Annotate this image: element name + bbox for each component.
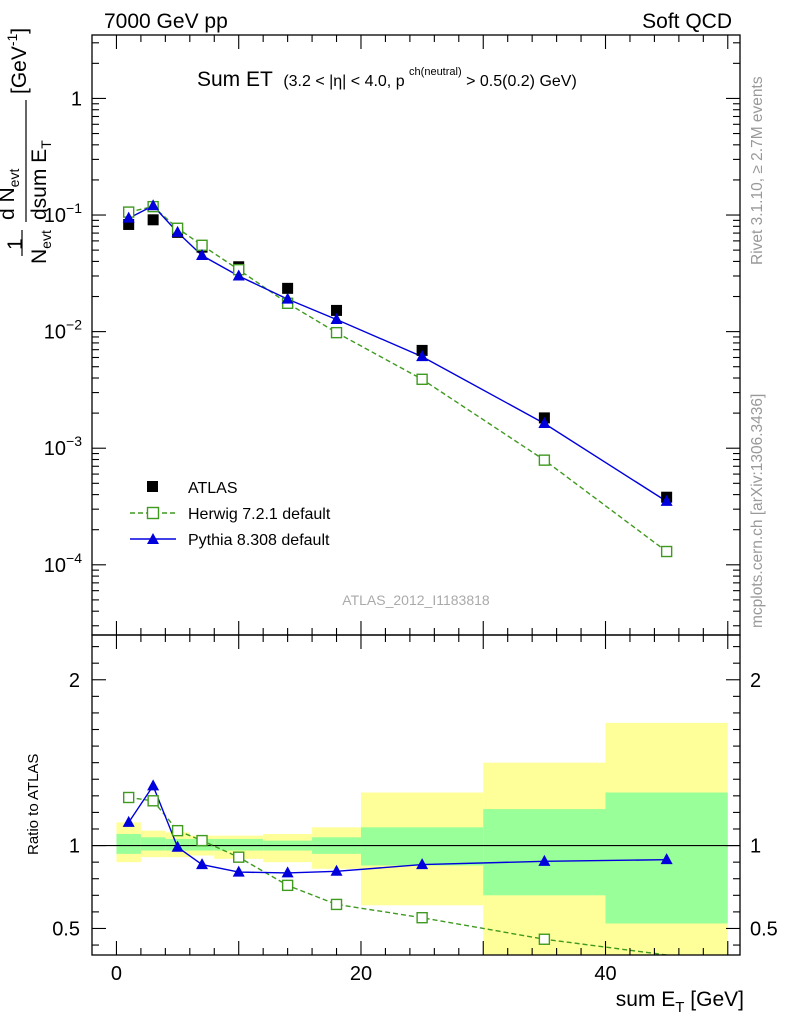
legend: ATLAS Herwig 7.2.1 default Pythia 8.308 …: [130, 480, 331, 549]
pythia-point-7: [416, 350, 429, 362]
y-tick-label-main-1: 10−1: [44, 200, 82, 227]
legend-herwig-label: Herwig 7.2.1 default: [188, 506, 331, 523]
legend-item-pythia: Pythia 8.308 default: [130, 532, 330, 549]
main-y-axis-label: 1 Nevt d Nevt dsum ET [GeV-1]: [0, 28, 54, 264]
mcplots-label: mcplots.cern.ch [arXiv:1306.3436]: [749, 394, 766, 628]
band-inner-4: [214, 838, 264, 851]
y-tick-label-ratio-right-1: 1: [750, 836, 761, 858]
herwig-ratio-point-3: [196, 834, 208, 847]
atlas-point-0: [123, 218, 135, 230]
pythia-point-8: [538, 416, 551, 428]
main-series-markers: [122, 199, 673, 558]
axis-ticks: [92, 35, 740, 955]
legend-atlas-marker: [147, 481, 158, 492]
y-tick-label-main-0: 1: [71, 88, 82, 110]
ratio-plot-frame: [91, 634, 741, 956]
pythia-point-6: [330, 313, 343, 325]
herwig-point-6: [330, 326, 343, 339]
y-tick-label-main-3: 10−3: [44, 433, 82, 460]
herwig-ratio-point-5: [281, 879, 294, 892]
plot-title-superscript: ch(neutral): [409, 66, 462, 78]
herwig-ratio-point-1: [147, 795, 159, 807]
plot-title-main: Sum ET: [197, 68, 273, 91]
y-tick-label-main-4: 10−4: [44, 550, 82, 577]
pythia-ratio-point-7: [416, 858, 429, 870]
herwig-point-9: [660, 545, 673, 558]
herwig-ratio-point-6: [330, 898, 343, 911]
legend-pythia-marker: [147, 533, 159, 544]
plot-title-tail: > 0.5(0.2) GeV): [466, 73, 577, 90]
herwig-point-3: [196, 239, 208, 251]
band-inner-1: [140, 837, 166, 851]
y-tick-label-main-2: 10−2: [44, 317, 82, 344]
legend-pythia-label: Pythia 8.308 default: [188, 532, 330, 549]
pythia-point-3: [196, 248, 209, 260]
main-series-lines: [128, 204, 668, 553]
atlas-point-5: [282, 282, 294, 294]
x-tick-label-2: 40: [594, 963, 616, 985]
pythia-ratio-point-5: [281, 866, 294, 878]
pythia-ratio-point-3: [196, 858, 209, 870]
pythia-ratio-point-2: [171, 840, 184, 852]
herwig-main-line: [128, 205, 668, 553]
header-right: Soft QCD: [642, 10, 732, 33]
x-tick-label-1: 20: [350, 963, 372, 985]
svg-text:d Nevt: d Nevt: [0, 169, 22, 220]
pythia-ratio-point-9: [660, 853, 673, 865]
pythia-ratio-point-8: [538, 854, 551, 866]
pythia-point-2: [171, 225, 184, 237]
pythia-ratio-point-0: [122, 815, 135, 827]
herwig-point-7: [416, 373, 428, 385]
pythia-point-0: [122, 211, 135, 223]
pythia-ratio-point-1: [147, 779, 160, 791]
ratio-y-axis-label: Ratio to ATLAS: [25, 754, 42, 855]
y-tick-label-ratio-left-0: 0.5: [52, 918, 80, 940]
y-tick-label-ratio-left-1: 1: [69, 836, 80, 858]
x-axis-label: sum ET [GeV]: [616, 988, 744, 1016]
legend-item-atlas: ATLAS: [147, 480, 238, 497]
ratio-series-markers: [122, 779, 673, 945]
pythia-point-4: [232, 269, 245, 281]
pythia-point-1: [147, 199, 160, 211]
legend-herwig-marker: [146, 506, 160, 520]
herwig-ratio-point-4: [233, 851, 245, 863]
analysis-watermark: ATLAS_2012_I1183818: [342, 592, 490, 608]
y-tick-label-ratio-left-2: 2: [69, 670, 80, 692]
svg-text:1: 1: [4, 238, 27, 250]
y-tick-label-ratio-right-0: 0.5: [750, 918, 778, 940]
atlas-point-1: [147, 214, 159, 226]
legend-item-herwig: Herwig 7.2.1 default: [130, 506, 331, 523]
herwig-ratio-point-2: [171, 824, 184, 837]
herwig-point-8: [538, 454, 551, 466]
rivet-label: Rivet 3.1.10, ≥ 2.7M events: [749, 76, 766, 265]
pythia-ratio-point-4: [232, 865, 245, 877]
y-tick-label-ratio-right-2: 2: [750, 670, 761, 692]
band-inner-0: [116, 833, 141, 854]
pythia-ratio-point-6: [330, 864, 343, 876]
svg-text:[GeV-1]: [GeV-1]: [4, 28, 31, 94]
svg-text:dsum ET: dsum ET: [28, 140, 54, 220]
herwig-ratio-point-0: [122, 791, 135, 804]
axis-tick-labels: 110−110−210−310−40.5 0.51 12 20 20 40: [44, 88, 778, 985]
pythia-main-line: [128, 204, 667, 502]
plot-title: Sum ET (3.2 < |η| < 4.0, p ch(neutral) >…: [197, 62, 577, 91]
pythia-point-5: [281, 292, 294, 304]
band-inner-8: [483, 809, 606, 896]
plot-title-detail: (3.2 < |η| < 4.0, p: [283, 73, 404, 90]
herwig-ratio-point-7: [416, 911, 428, 924]
atlas-point-6: [331, 304, 343, 316]
header-left: 7000 GeV pp: [104, 10, 228, 33]
herwig-ratio-point-8: [538, 933, 551, 945]
pythia-point-9: [660, 494, 673, 506]
pythia-ratio-line: [128, 784, 667, 874]
svg-text:Nevt: Nevt: [28, 230, 54, 264]
legend-atlas-label: ATLAS: [188, 480, 238, 497]
x-tick-label-0: 0: [111, 963, 122, 985]
ratio-series-lines: [128, 784, 667, 955]
